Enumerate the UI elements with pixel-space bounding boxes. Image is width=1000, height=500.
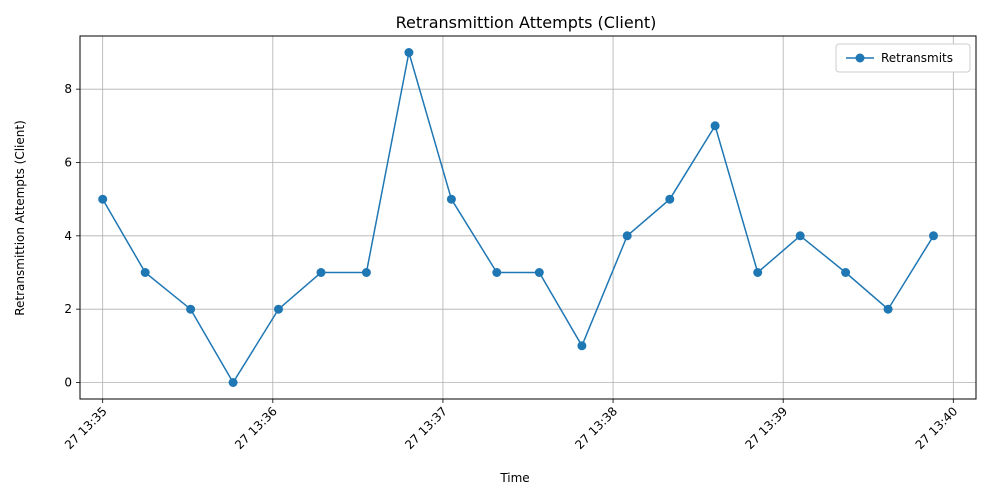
data-point[interactable] [795,231,805,241]
data-point[interactable] [577,341,587,351]
series-retransmits [98,48,938,387]
y-axis-label: Retransmittion Attempts (Client) [13,120,27,316]
data-point[interactable] [404,48,414,57]
data-point[interactable] [841,268,851,277]
x-axis: 27 13:35 27 13:36 27 13:37 27 13:38 27 13:39… [62,399,960,452]
legend-label: Retransmits [881,51,953,65]
data-point[interactable] [534,268,544,277]
y-tick-label: 4 [64,229,72,243]
y-tick-label: 8 [64,82,72,96]
data-point[interactable] [883,304,893,314]
x-tick-label: 27 13:39 [742,404,790,452]
data-point[interactable] [316,268,326,277]
data-point[interactable] [98,194,108,204]
data-point[interactable] [361,268,371,277]
x-tick-label: 27 13:38 [572,404,620,452]
data-point[interactable] [753,268,763,277]
data-point[interactable] [140,268,150,277]
y-tick-label: 2 [64,302,72,316]
y-axis: 0 2 4 6 8 [64,82,80,390]
x-tick-label: 27 13:37 [402,404,450,452]
data-point[interactable] [710,121,720,131]
chart-title: Retransmittion Attempts (Client) [396,13,657,32]
plot-area [79,35,977,400]
data-point[interactable] [929,231,938,241]
series-line [102,52,935,384]
data-point[interactable] [228,378,238,387]
y-tick-label: 6 [64,156,72,170]
data-point[interactable] [186,304,196,314]
data-point[interactable] [622,231,632,241]
x-axis-label: Time [499,471,529,485]
data-point[interactable] [492,268,502,277]
legend[interactable]: Retransmits [835,43,971,73]
y-tick-label: 0 [64,376,72,390]
legend-box [835,43,971,73]
x-tick-label: 27 13:35 [62,404,110,452]
data-point[interactable] [446,194,456,204]
data-point[interactable] [274,304,283,314]
legend-marker [855,53,865,63]
x-tick-label: 27 13:40 [913,404,961,452]
grid [80,36,976,399]
x-tick-label: 27 13:36 [232,404,280,452]
data-point[interactable] [665,194,675,204]
